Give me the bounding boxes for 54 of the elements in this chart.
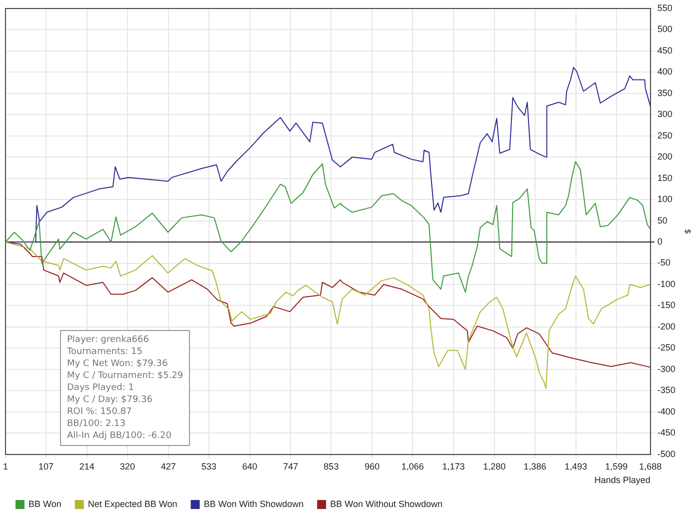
x-tick-label: 1,173 [442,461,465,472]
y-tick-label: -200 [657,321,676,332]
x-tick-label: 533 [201,461,216,472]
y-tick-label: -350 [657,385,676,396]
y-tick-label: -450 [657,428,676,438]
x-tick-label: 214 [79,461,94,472]
x-tick-label: 960 [364,461,380,472]
y-tick-label: 350 [657,88,672,98]
x-tick-label: 427 [160,461,176,472]
x-axis-title: Hands Played [594,475,650,486]
y-tick-label: 450 [657,45,672,56]
x-tick-label: 107 [38,461,54,472]
legend-label: BB Won With Showdown [204,498,304,509]
x-tick-label: 853 [324,461,339,472]
annotation: Days Played: 1 [67,382,135,394]
y-tick-label: 200 [657,152,672,162]
y-tick-label: -150 [657,300,676,310]
legend-label: Net Expected BB Won [88,498,178,509]
y-tick-label: 0 [657,236,662,247]
legend-label: BB Won Without Showdown [330,498,442,509]
x-tick-label: 640 [242,461,258,472]
annotation: My C / Day: $79.36 [67,394,154,406]
y-tick-label: -500 [657,448,676,459]
y-tick-label: 500 [657,24,672,34]
y-tick-label: -400 [657,406,676,416]
y-tick-label: 50 [657,215,668,226]
x-tick-label: 1,599 [605,461,628,472]
y-tick-label: -300 [657,364,676,374]
x-tick-label: 320 [120,461,135,472]
annotation: All-In Adj BB/100: -6.20 [67,430,172,442]
x-tick-label: 1,066 [401,461,424,472]
y-tick-label: 100 [657,194,672,204]
x-tick-label: 1 [2,461,8,472]
annotation: My C Net Won: $79.36 [67,358,169,370]
annotation: BB/100: 2.13 [67,418,126,430]
annotation: ROI %: 150.87 [67,406,133,418]
y-tick-label: 300 [657,109,672,120]
annotation: My C / Tournament: $5.29 [67,370,184,382]
y-tick-label: -100 [657,278,676,289]
legend-label: BB Won [28,498,62,509]
y-tick-label: 150 [657,172,672,183]
x-tick-label: 1,386 [524,461,546,472]
x-tick-label: 747 [283,461,298,472]
y-tick-label: -50 [657,258,670,268]
annotation: Tournaments: 15 [67,346,144,358]
x-tick-label: 1,280 [483,461,506,472]
x-tick-label: 1,493 [564,461,588,472]
y-tick-label: 250 [657,130,672,140]
y-tick-label: -250 [657,342,676,353]
y-axis-title: $ [682,229,692,234]
y-tick-label: 550 [657,2,672,13]
x-tick-label: 1,688 [639,461,662,472]
annotation: Player: grenka666 [67,334,150,346]
y-tick-label: 400 [657,66,672,77]
